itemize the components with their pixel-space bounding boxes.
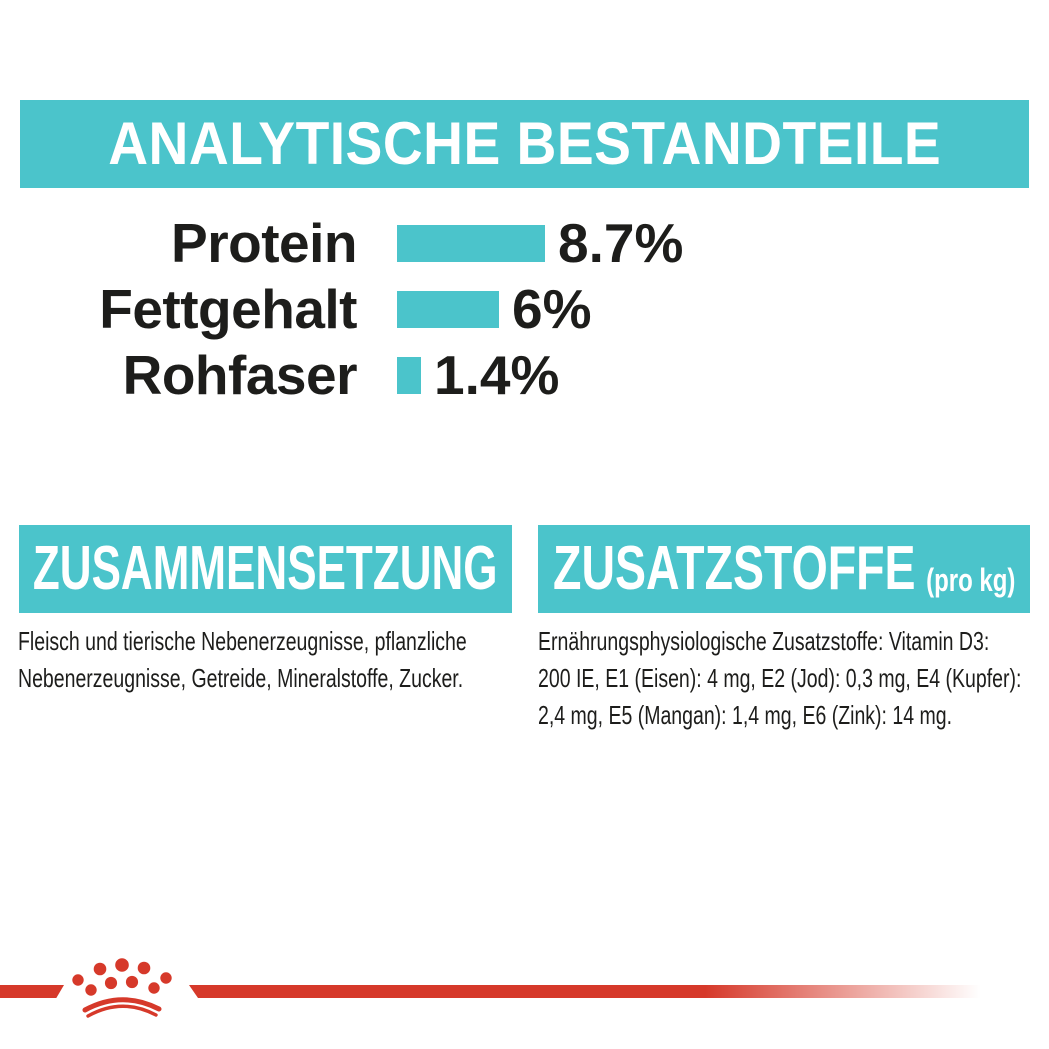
- additives-text-line: 2,4 mg, E5 (Mangan): 1,4 mg, E6 (Zink): …: [538, 700, 953, 730]
- chart-row-fat: Fettgehalt 6%: [0, 276, 1049, 342]
- royal-canin-crown-icon: [72, 958, 172, 1018]
- additives-text-line: 200 IE, E1 (Eisen): 4 mg, E2 (Jod): 0,3 …: [538, 663, 1022, 693]
- footer-rule-right: [189, 985, 1049, 998]
- footer-rule-left: [0, 985, 64, 998]
- additives-title-suffix: (pro kg): [925, 562, 1016, 598]
- composition-text-line: Nebenerzeugnisse, Getreide, Mineralstoff…: [18, 663, 464, 693]
- additives-text: Ernährungsphysiologische Zusatzstoffe: V…: [538, 623, 1021, 734]
- fat-label: Fettgehalt: [99, 277, 357, 340]
- fibre-value: 1.4%: [434, 343, 560, 406]
- composition-text: Fleisch und tierische Nebenerzeugnisse, …: [18, 623, 467, 697]
- additives-text-line: Ernährungsphysiologische Zusatzstoffe: V…: [538, 626, 990, 656]
- additives-title: ZUSATZSTOFFE: [552, 534, 916, 603]
- protein-value: 8.7%: [558, 211, 684, 274]
- chart-row-fibre: Rohfaser 1.4%: [0, 342, 1049, 408]
- fibre-label: Rohfaser: [122, 343, 358, 406]
- additives-title-group: ZUSATZSTOFFE (pro kg): [553, 538, 1015, 600]
- protein-bar: [397, 224, 545, 262]
- analytical-constituents-title: ANALYTISCHE BESTANDTEILE: [107, 110, 941, 177]
- composition-banner: ZUSAMMENSETZUNG: [19, 525, 512, 613]
- chart-row-protein: Protein 8.7%: [0, 210, 1049, 276]
- composition-text-line: Fleisch und tierische Nebenerzeugnisse, …: [18, 626, 467, 656]
- fat-bar: [397, 290, 499, 328]
- composition-title: ZUSAMMENSETZUNG: [33, 534, 498, 603]
- fibre-bar: [397, 356, 421, 394]
- protein-label: Protein: [171, 211, 357, 274]
- fat-value: 6%: [512, 277, 592, 340]
- analytical-constituents-banner: ANALYTISCHE BESTANDTEILE: [20, 100, 1029, 188]
- additives-banner: ZUSATZSTOFFE (pro kg): [538, 525, 1030, 613]
